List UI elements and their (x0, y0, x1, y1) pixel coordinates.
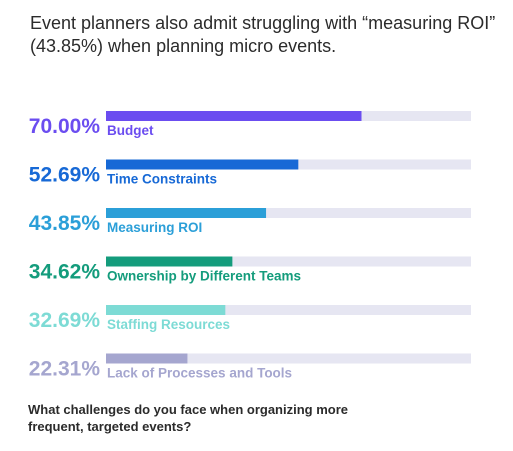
bar-track (106, 256, 471, 267)
value-label: 34.62% (29, 261, 101, 284)
bar-3 (106, 208, 267, 218)
bar-4 (106, 256, 233, 267)
bar-6 (106, 353, 188, 364)
chart-title: Event planners also admit struggling wit… (30, 13, 496, 56)
value-label: 32.69% (29, 309, 101, 332)
category-label: Staffing Resources (107, 317, 230, 332)
category-label: Time Constraints (107, 172, 217, 187)
value-label: 52.69% (29, 164, 101, 187)
value-label: 22.31% (29, 358, 101, 381)
bar-2 (106, 159, 299, 170)
value-label: 70.00% (29, 115, 101, 138)
category-label: Measuring ROI (107, 220, 202, 235)
bar-track (106, 353, 471, 364)
bar-track (106, 208, 471, 218)
category-label: Lack of Processes and Tools (107, 366, 292, 381)
category-label: Budget (107, 123, 154, 138)
bar-5 (106, 305, 226, 315)
value-label: 43.85% (29, 212, 101, 235)
bar-1 (106, 111, 362, 121)
survey-question: What challenges do you face when organiz… (28, 402, 348, 434)
category-label: Ownership by Different Teams (107, 269, 301, 284)
bar-track (106, 305, 471, 315)
